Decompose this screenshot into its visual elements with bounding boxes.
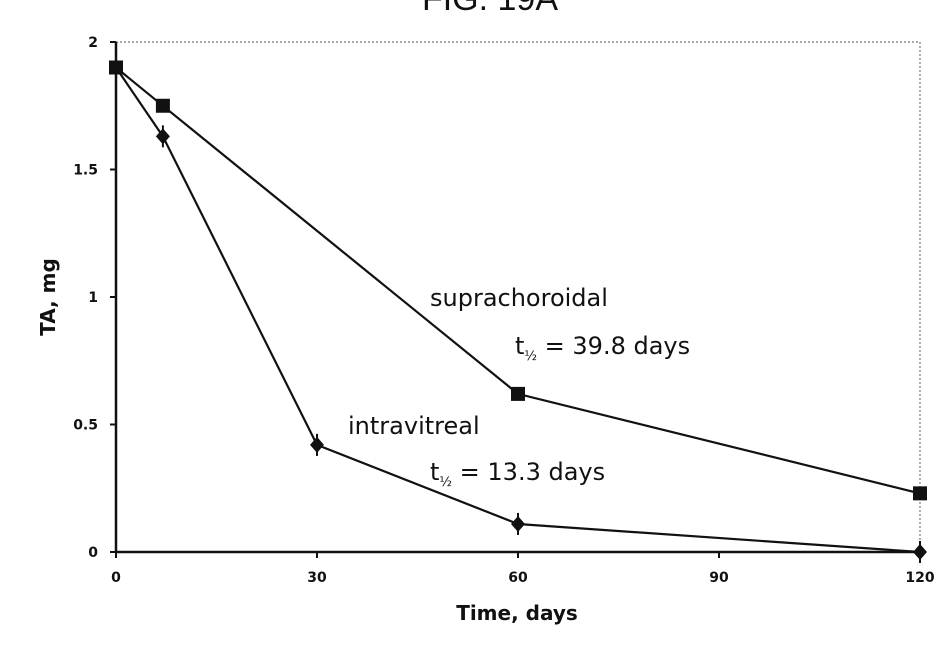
series-point-diamond — [913, 544, 927, 560]
series-point-square — [156, 99, 170, 113]
suprachoroidal-halflife-sub: ½ — [524, 349, 537, 364]
intravitreal-halflife: t½ = 13.3 days — [430, 458, 605, 490]
y-axis-label: TA, mg — [36, 258, 60, 336]
series-point-diamond — [310, 437, 324, 453]
suprachoroidal-halflife: t½ = 39.8 days — [515, 332, 690, 364]
y-tick-label: 0.5 — [73, 418, 98, 434]
figure-title: FIG. 19A — [422, 0, 558, 18]
x-tick-label: 90 — [709, 570, 729, 586]
y-tick-label: 1 — [88, 290, 98, 306]
intravitreal-halflife-sub: ½ — [439, 475, 452, 490]
intravitreal-halflife-value: = 13.3 days — [452, 458, 605, 486]
series-point-diamond — [511, 516, 525, 532]
series-point-square — [511, 387, 525, 401]
suprachoroidal-halflife-value: = 39.8 days — [537, 332, 690, 360]
x-tick-label: 30 — [307, 570, 327, 586]
x-tick-label: 60 — [508, 570, 528, 586]
intravitreal-halflife-prefix: t — [430, 458, 439, 486]
suprachoroidal-label: suprachoroidal — [430, 284, 608, 312]
y-tick-label: 1.5 — [73, 163, 98, 179]
x-axis-label: Time, days — [456, 601, 578, 625]
series-line-0 — [116, 68, 920, 494]
series-point-square — [913, 486, 927, 500]
x-tick-label: 120 — [905, 570, 934, 586]
suprachoroidal-halflife-prefix: t — [515, 332, 524, 360]
x-tick-label: 0 — [111, 570, 121, 586]
intravitreal-label: intravitreal — [348, 412, 480, 440]
y-tick-label: 2 — [88, 35, 98, 51]
y-tick-label: 0 — [88, 545, 98, 561]
